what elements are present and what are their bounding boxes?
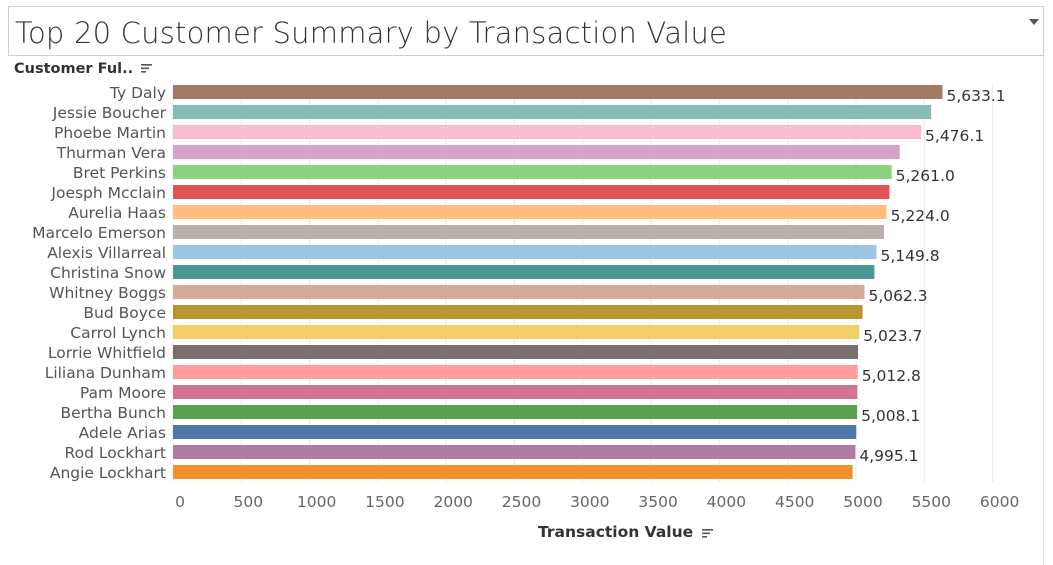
category-label[interactable]: Joesph Mcclain <box>50 184 166 202</box>
dimension-header[interactable]: Customer Ful.. <box>14 61 153 77</box>
category-label[interactable]: Phoebe Martin <box>54 124 166 142</box>
category-label[interactable]: Ty Daly <box>109 84 166 102</box>
category-label[interactable]: Rod Lockhart <box>65 444 166 462</box>
data-label: 5,062.3 <box>869 287 928 305</box>
data-label: 5,476.1 <box>925 127 984 145</box>
x-axis-ticks: 0 500 1000 1500 2000 2500 3000 3500 4000 4500 5000… <box>175 493 1019 511</box>
data-label: 5,012.8 <box>862 367 921 385</box>
data-label: 5,149.8 <box>880 247 939 265</box>
x-tick-label: 500 <box>234 493 264 511</box>
bar[interactable] <box>173 145 900 159</box>
data-label: 5,633.1 <box>946 87 1005 105</box>
x-tick-label: 3000 <box>570 493 609 511</box>
x-tick-label: 5000 <box>843 493 882 511</box>
category-label[interactable]: Liliana Dunham <box>45 364 166 382</box>
bar[interactable] <box>173 245 877 259</box>
bar[interactable] <box>173 445 856 459</box>
category-label[interactable]: Bret Perkins <box>73 164 166 182</box>
bar[interactable] <box>173 85 943 99</box>
page-title: Top 20 Customer Summary by Transaction V… <box>15 16 728 50</box>
category-label[interactable]: Jessie Boucher <box>52 104 167 122</box>
data-labels: 5,633.1 5,476.1 5,261.0 5,224.0 5,149.8 5,062… <box>859 87 1005 465</box>
category-label[interactable]: Whitney Boggs <box>49 284 166 302</box>
x-tick-label: 1000 <box>297 493 336 511</box>
bar[interactable] <box>173 385 858 399</box>
category-label[interactable]: Alexis Villarreal <box>47 244 166 262</box>
data-label: 5,224.0 <box>891 207 950 225</box>
x-axis-title[interactable]: Transaction Value <box>538 523 713 542</box>
bar[interactable] <box>173 125 922 139</box>
x-tick-label: 0 <box>175 493 185 511</box>
bar[interactable] <box>173 285 865 299</box>
x-axis-title-label: Transaction Value <box>538 523 694 541</box>
category-label[interactable]: Pam Moore <box>80 384 166 402</box>
category-label[interactable]: Carrol Lynch <box>70 324 166 342</box>
data-label: 5,261.0 <box>896 167 955 185</box>
bar[interactable] <box>173 105 932 119</box>
bar[interactable] <box>173 345 859 359</box>
bar[interactable] <box>173 205 887 219</box>
x-tick-label: 4000 <box>707 493 746 511</box>
x-tick-label: 3500 <box>638 493 677 511</box>
bar[interactable] <box>173 225 885 239</box>
x-tick-label: 2000 <box>433 493 472 511</box>
bar[interactable] <box>173 425 857 439</box>
bar[interactable] <box>173 465 853 479</box>
x-tick-label: 2500 <box>502 493 541 511</box>
category-label[interactable]: Bud Boyce <box>83 304 166 322</box>
panel-divider <box>1043 56 1044 565</box>
category-label[interactable]: Aurelia Haas <box>68 204 166 222</box>
bar[interactable] <box>173 265 875 279</box>
category-label[interactable]: Marcelo Emerson <box>32 224 166 242</box>
data-label: 5,023.7 <box>863 327 922 345</box>
sort-descending-icon[interactable] <box>141 61 153 77</box>
x-tick-label: 4500 <box>775 493 814 511</box>
bar[interactable] <box>173 185 890 199</box>
bar[interactable] <box>173 365 858 379</box>
x-tick-label: 6000 <box>980 493 1019 511</box>
bar[interactable] <box>173 405 858 419</box>
title-box: Top 20 Customer Summary by Transaction V… <box>8 6 1044 56</box>
dimension-header-label: Customer Ful.. <box>14 61 134 77</box>
bars <box>173 85 943 479</box>
category-label[interactable]: Thurman Vera <box>56 144 166 162</box>
bar[interactable] <box>173 305 863 319</box>
bar[interactable] <box>173 325 860 339</box>
bar[interactable] <box>173 165 892 179</box>
category-label[interactable]: Lorrie Whitfield <box>48 344 166 362</box>
data-label: 4,995.1 <box>859 447 918 465</box>
category-label[interactable]: Angie Lockhart <box>50 464 166 482</box>
data-label: 5,008.1 <box>861 407 920 425</box>
sort-descending-icon[interactable] <box>701 524 713 542</box>
category-labels: Ty Daly Jessie Boucher Phoebe Martin Thurma… <box>32 84 166 482</box>
category-label[interactable]: Christina Snow <box>50 264 166 282</box>
x-tick-label: 5500 <box>912 493 951 511</box>
chevron-down-icon[interactable] <box>1029 17 1039 30</box>
x-tick-label: 1500 <box>365 493 404 511</box>
category-label[interactable]: Bertha Bunch <box>61 404 167 422</box>
category-label[interactable]: Adele Arias <box>79 424 166 442</box>
